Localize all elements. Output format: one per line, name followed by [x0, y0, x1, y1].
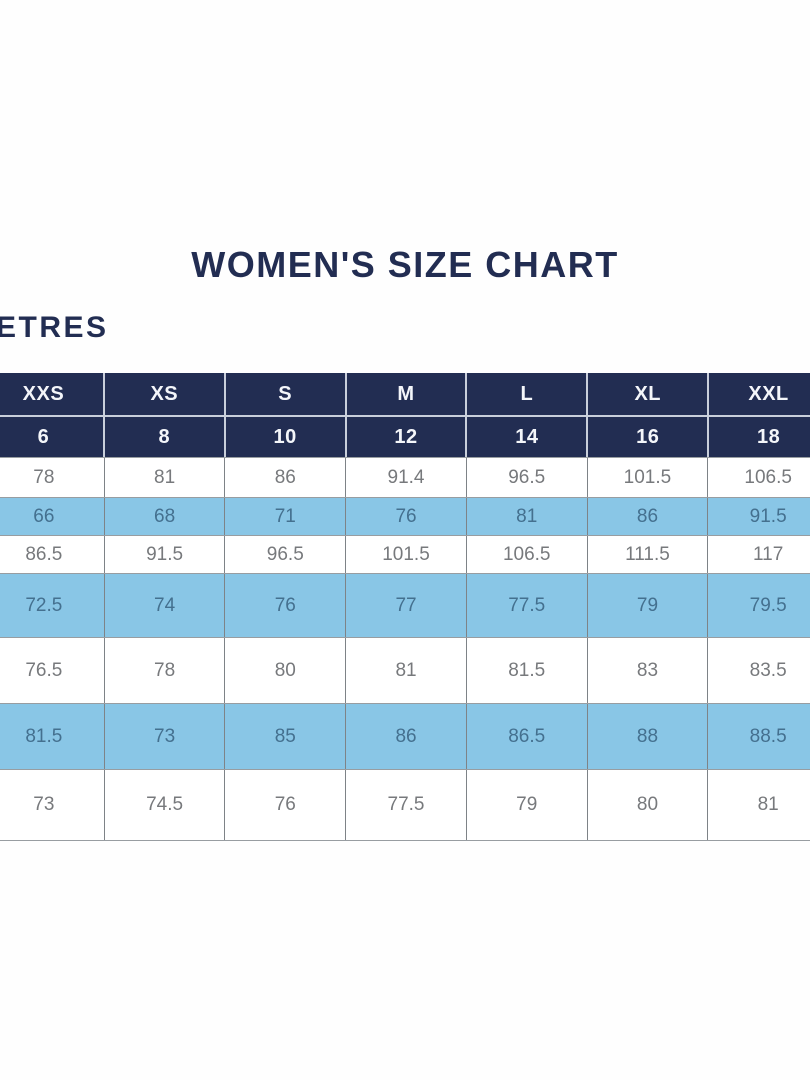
- measurement-cell: 77: [346, 574, 467, 637]
- measurement-cell: 86.5: [0, 536, 105, 573]
- numeric-header-cell: 14: [467, 417, 589, 457]
- measurement-cell: 81: [757, 794, 779, 815]
- table-row: 86.5 91.5 96.5 101.5 106.5 111.5 117: [0, 535, 810, 573]
- measurement-cell: 76: [225, 574, 347, 637]
- measurement-cell: 101.5: [346, 536, 467, 573]
- numeric-header-cell: 8: [105, 417, 226, 457]
- measurement-cell: 86: [346, 704, 467, 769]
- numeric-header-cell: 18: [756, 425, 781, 448]
- table-body: 78 81 86 91.4 96.5 101.5 106.5 66 68 71 76 81 86 91.5…: [0, 457, 810, 841]
- measurement-cell: 73: [0, 770, 105, 840]
- size-header-cell: XXL: [748, 382, 789, 405]
- measurement-cell: 81: [467, 498, 588, 535]
- size-chart-table: XXS XS S M L XL XXL 6 8 10 12 14 16 18 78 81 86 91.4 96.…: [0, 373, 810, 841]
- measurement-cell: 77.5: [346, 770, 467, 840]
- table-row: 72.5 74 76 77 77.5 79 79.5: [0, 573, 810, 637]
- measurement-cell: 76: [225, 770, 347, 840]
- size-header-cell: XXS: [0, 373, 105, 415]
- measurement-cell: 74: [105, 574, 226, 637]
- measurement-cell: 106.5: [467, 536, 588, 573]
- measurement-cell: 111.5: [588, 536, 709, 573]
- measurement-cell: 79.5: [749, 594, 787, 616]
- table-row: 73 74.5 76 77.5 79 80 81: [0, 769, 810, 841]
- table-row: 76.5 78 80 81 81.5 83 83.5: [0, 637, 810, 703]
- numeric-header-row: 6 8 10 12 14 16 18: [0, 417, 810, 457]
- measurement-cell: 86.5: [467, 704, 588, 769]
- measurement-cell: 79: [588, 574, 709, 637]
- measurement-cell: 78: [105, 638, 226, 703]
- measurement-cell: 76.5: [0, 638, 105, 703]
- numeric-header-cell: 16: [588, 417, 710, 457]
- size-header-cell: L: [467, 373, 589, 415]
- measurement-cell: 76: [346, 498, 467, 535]
- measurement-cell: 85: [225, 704, 347, 769]
- measurement-cell: 81.5: [0, 704, 105, 769]
- measurement-cell: 91.5: [105, 536, 226, 573]
- table-row: 66 68 71 76 81 86 91.5: [0, 497, 810, 535]
- measurement-cell: 106.5: [744, 466, 792, 488]
- measurement-cell: 81: [346, 638, 467, 703]
- size-header-cell: S: [226, 373, 347, 415]
- numeric-header-cell: 12: [347, 417, 468, 457]
- size-header-row: XXS XS S M L XL XXL: [0, 373, 810, 417]
- measurement-cell: 88.5: [749, 725, 787, 747]
- measurement-cell: 86: [588, 498, 709, 535]
- numeric-header-cell: 6: [0, 417, 105, 457]
- size-header-cell: XS: [105, 373, 226, 415]
- measurement-cell: 81: [105, 458, 226, 497]
- measurement-cell: 79: [467, 770, 588, 840]
- measurement-cell: 117: [753, 543, 784, 565]
- table-row: 78 81 86 91.4 96.5 101.5 106.5: [0, 457, 810, 497]
- measurement-cell: 77.5: [467, 574, 588, 637]
- chart-title: WOMEN'S SIZE CHART: [191, 244, 619, 285]
- unit-label: ETRES: [0, 311, 109, 344]
- measurement-cell: 96.5: [467, 458, 588, 497]
- measurement-cell: 88: [588, 704, 709, 769]
- measurement-cell: 83.5: [749, 659, 787, 681]
- measurement-cell: 74.5: [105, 770, 226, 840]
- measurement-cell: 80: [225, 638, 347, 703]
- measurement-cell: 101.5: [588, 458, 709, 497]
- measurement-cell: 78: [0, 458, 105, 497]
- size-header-cell: M: [347, 373, 468, 415]
- measurement-cell: 96.5: [225, 536, 347, 573]
- measurement-cell: 72.5: [0, 574, 105, 637]
- measurement-cell: 91.4: [346, 458, 467, 497]
- measurement-cell: 73: [105, 704, 226, 769]
- measurement-cell: 86: [225, 458, 347, 497]
- measurement-cell: 91.5: [749, 505, 787, 527]
- size-header-cell: XL: [588, 373, 710, 415]
- measurement-cell: 81.5: [467, 638, 588, 703]
- measurement-cell: 71: [225, 498, 347, 535]
- numeric-header-cell: 10: [226, 417, 347, 457]
- measurement-cell: 66: [0, 498, 105, 535]
- measurement-cell: 68: [105, 498, 226, 535]
- table-row: 81.5 73 85 86 86.5 88 88.5: [0, 703, 810, 769]
- measurement-cell: 83: [588, 638, 709, 703]
- measurement-cell: 80: [588, 770, 709, 840]
